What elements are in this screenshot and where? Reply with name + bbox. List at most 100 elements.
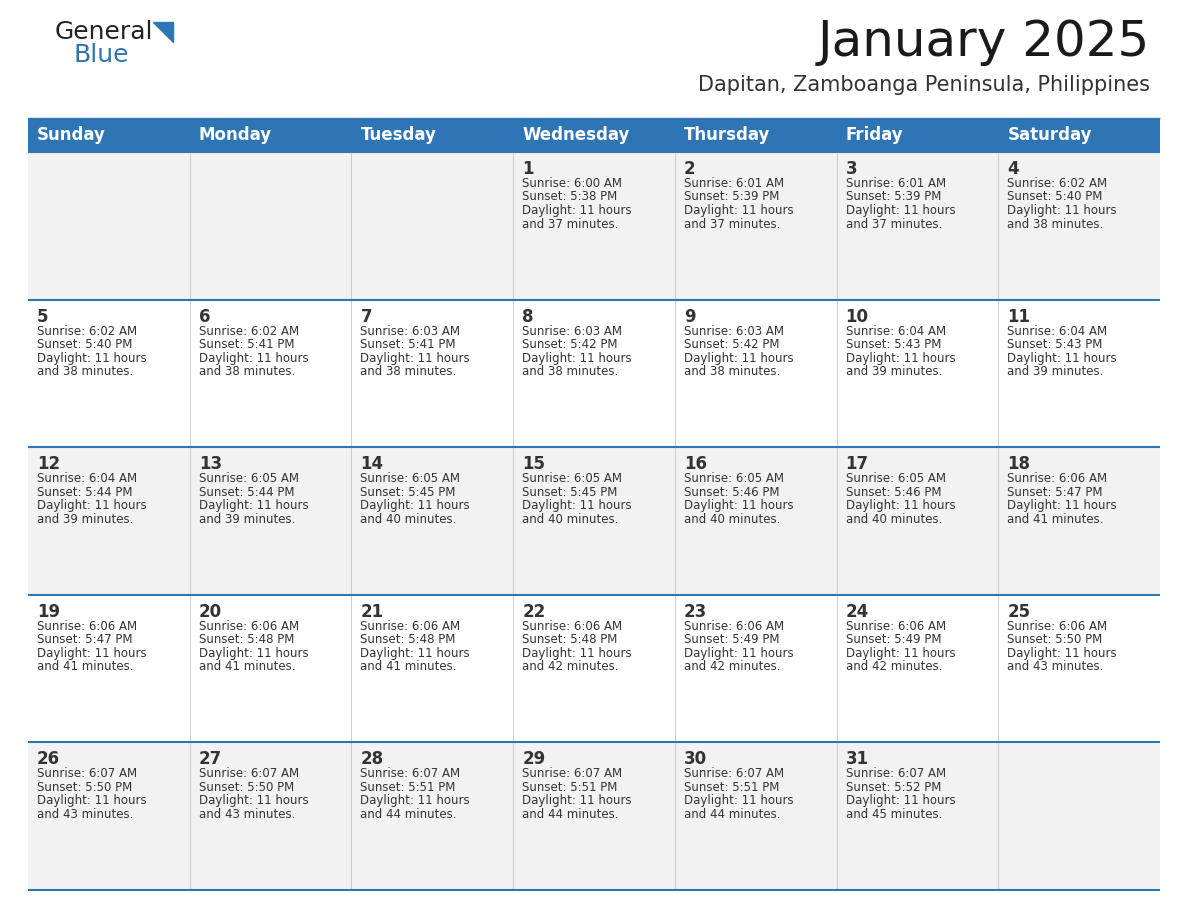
Bar	[675, 743, 836, 890]
Text: Sunrise: 6:04 AM: Sunrise: 6:04 AM	[37, 472, 137, 486]
Text: 25: 25	[1007, 603, 1030, 621]
Text: Sunrise: 6:04 AM: Sunrise: 6:04 AM	[1007, 325, 1107, 338]
Text: Daylight: 11 hours: Daylight: 11 hours	[684, 204, 794, 217]
Text: Daylight: 11 hours: Daylight: 11 hours	[1007, 647, 1117, 660]
Text: Daylight: 11 hours: Daylight: 11 hours	[1007, 204, 1117, 217]
Text: 18: 18	[1007, 455, 1030, 473]
Text: Daylight: 11 hours: Daylight: 11 hours	[684, 647, 794, 660]
Text: Sunrise: 6:07 AM: Sunrise: 6:07 AM	[684, 767, 784, 780]
Text: and 40 minutes.: and 40 minutes.	[846, 512, 942, 526]
Text: and 44 minutes.: and 44 minutes.	[684, 808, 781, 821]
Text: 5: 5	[37, 308, 49, 326]
Text: Sunset: 5:46 PM: Sunset: 5:46 PM	[684, 486, 779, 498]
Text: Sunrise: 6:05 AM: Sunrise: 6:05 AM	[684, 472, 784, 486]
Bar	[836, 447, 998, 595]
Text: and 40 minutes.: and 40 minutes.	[360, 512, 457, 526]
Bar	[352, 447, 513, 595]
Bar	[836, 118, 998, 152]
Text: 14: 14	[360, 455, 384, 473]
Text: Daylight: 11 hours: Daylight: 11 hours	[684, 352, 794, 364]
Text: Sunset: 5:40 PM: Sunset: 5:40 PM	[1007, 191, 1102, 204]
Text: 15: 15	[523, 455, 545, 473]
Text: 22: 22	[523, 603, 545, 621]
Text: and 39 minutes.: and 39 minutes.	[198, 512, 295, 526]
Text: Sunset: 5:44 PM: Sunset: 5:44 PM	[37, 486, 133, 498]
Text: Sunset: 5:49 PM: Sunset: 5:49 PM	[846, 633, 941, 646]
Text: 17: 17	[846, 455, 868, 473]
Text: Sunset: 5:50 PM: Sunset: 5:50 PM	[198, 781, 293, 794]
Text: Sunrise: 6:03 AM: Sunrise: 6:03 AM	[523, 325, 623, 338]
Text: January 2025: January 2025	[817, 18, 1150, 66]
Bar	[675, 152, 836, 299]
Text: Daylight: 11 hours: Daylight: 11 hours	[684, 794, 794, 808]
Text: Daylight: 11 hours: Daylight: 11 hours	[846, 794, 955, 808]
Text: Daylight: 11 hours: Daylight: 11 hours	[360, 647, 470, 660]
Text: Daylight: 11 hours: Daylight: 11 hours	[846, 499, 955, 512]
Text: Daylight: 11 hours: Daylight: 11 hours	[523, 794, 632, 808]
Text: Sunset: 5:51 PM: Sunset: 5:51 PM	[523, 781, 618, 794]
Text: Sunrise: 6:02 AM: Sunrise: 6:02 AM	[198, 325, 299, 338]
Text: Sunset: 5:47 PM: Sunset: 5:47 PM	[37, 633, 133, 646]
Text: Daylight: 11 hours: Daylight: 11 hours	[360, 352, 470, 364]
Text: Daylight: 11 hours: Daylight: 11 hours	[684, 499, 794, 512]
Text: and 43 minutes.: and 43 minutes.	[37, 808, 133, 821]
Bar	[190, 118, 352, 152]
Text: and 42 minutes.: and 42 minutes.	[846, 660, 942, 673]
Bar	[836, 743, 998, 890]
Text: Saturday: Saturday	[1007, 126, 1092, 144]
Polygon shape	[153, 22, 173, 42]
Text: Sunset: 5:47 PM: Sunset: 5:47 PM	[1007, 486, 1102, 498]
Text: Daylight: 11 hours: Daylight: 11 hours	[360, 794, 470, 808]
Bar	[513, 595, 675, 743]
Text: Daylight: 11 hours: Daylight: 11 hours	[523, 499, 632, 512]
Bar	[513, 118, 675, 152]
Text: Sunrise: 6:05 AM: Sunrise: 6:05 AM	[198, 472, 298, 486]
Text: Sunset: 5:51 PM: Sunset: 5:51 PM	[360, 781, 456, 794]
Text: 24: 24	[846, 603, 868, 621]
Text: Sunset: 5:51 PM: Sunset: 5:51 PM	[684, 781, 779, 794]
Text: Daylight: 11 hours: Daylight: 11 hours	[37, 794, 146, 808]
Text: and 44 minutes.: and 44 minutes.	[360, 808, 457, 821]
Bar	[998, 299, 1159, 447]
Text: Sunrise: 6:07 AM: Sunrise: 6:07 AM	[198, 767, 299, 780]
Text: Daylight: 11 hours: Daylight: 11 hours	[360, 499, 470, 512]
Bar	[352, 743, 513, 890]
Text: 28: 28	[360, 750, 384, 768]
Text: Tuesday: Tuesday	[360, 126, 436, 144]
Text: Daylight: 11 hours: Daylight: 11 hours	[523, 204, 632, 217]
Text: 8: 8	[523, 308, 533, 326]
Text: 16: 16	[684, 455, 707, 473]
Text: Sunset: 5:48 PM: Sunset: 5:48 PM	[360, 633, 456, 646]
Text: and 40 minutes.: and 40 minutes.	[684, 512, 781, 526]
Text: 2: 2	[684, 160, 695, 178]
Text: Sunrise: 6:06 AM: Sunrise: 6:06 AM	[198, 620, 299, 633]
Text: and 38 minutes.: and 38 minutes.	[37, 365, 133, 378]
Text: Daylight: 11 hours: Daylight: 11 hours	[37, 352, 146, 364]
Text: Sunset: 5:39 PM: Sunset: 5:39 PM	[684, 191, 779, 204]
Text: Daylight: 11 hours: Daylight: 11 hours	[1007, 352, 1117, 364]
Text: Monday: Monday	[198, 126, 272, 144]
Bar	[513, 447, 675, 595]
Text: Sunset: 5:42 PM: Sunset: 5:42 PM	[684, 338, 779, 351]
Bar	[29, 447, 190, 595]
Text: and 44 minutes.: and 44 minutes.	[523, 808, 619, 821]
Text: Daylight: 11 hours: Daylight: 11 hours	[37, 499, 146, 512]
Bar	[352, 118, 513, 152]
Text: Sunrise: 6:06 AM: Sunrise: 6:06 AM	[523, 620, 623, 633]
Text: and 43 minutes.: and 43 minutes.	[198, 808, 295, 821]
Text: and 45 minutes.: and 45 minutes.	[846, 808, 942, 821]
Text: Daylight: 11 hours: Daylight: 11 hours	[198, 647, 309, 660]
Text: Sunrise: 6:06 AM: Sunrise: 6:06 AM	[846, 620, 946, 633]
Text: and 38 minutes.: and 38 minutes.	[523, 365, 619, 378]
Bar	[190, 152, 352, 299]
Text: Sunset: 5:41 PM: Sunset: 5:41 PM	[360, 338, 456, 351]
Text: and 39 minutes.: and 39 minutes.	[1007, 365, 1104, 378]
Text: and 38 minutes.: and 38 minutes.	[198, 365, 295, 378]
Bar	[998, 595, 1159, 743]
Bar	[29, 595, 190, 743]
Text: 11: 11	[1007, 308, 1030, 326]
Text: 31: 31	[846, 750, 868, 768]
Text: Sunset: 5:50 PM: Sunset: 5:50 PM	[1007, 633, 1102, 646]
Text: Sunrise: 6:06 AM: Sunrise: 6:06 AM	[1007, 620, 1107, 633]
Text: 20: 20	[198, 603, 222, 621]
